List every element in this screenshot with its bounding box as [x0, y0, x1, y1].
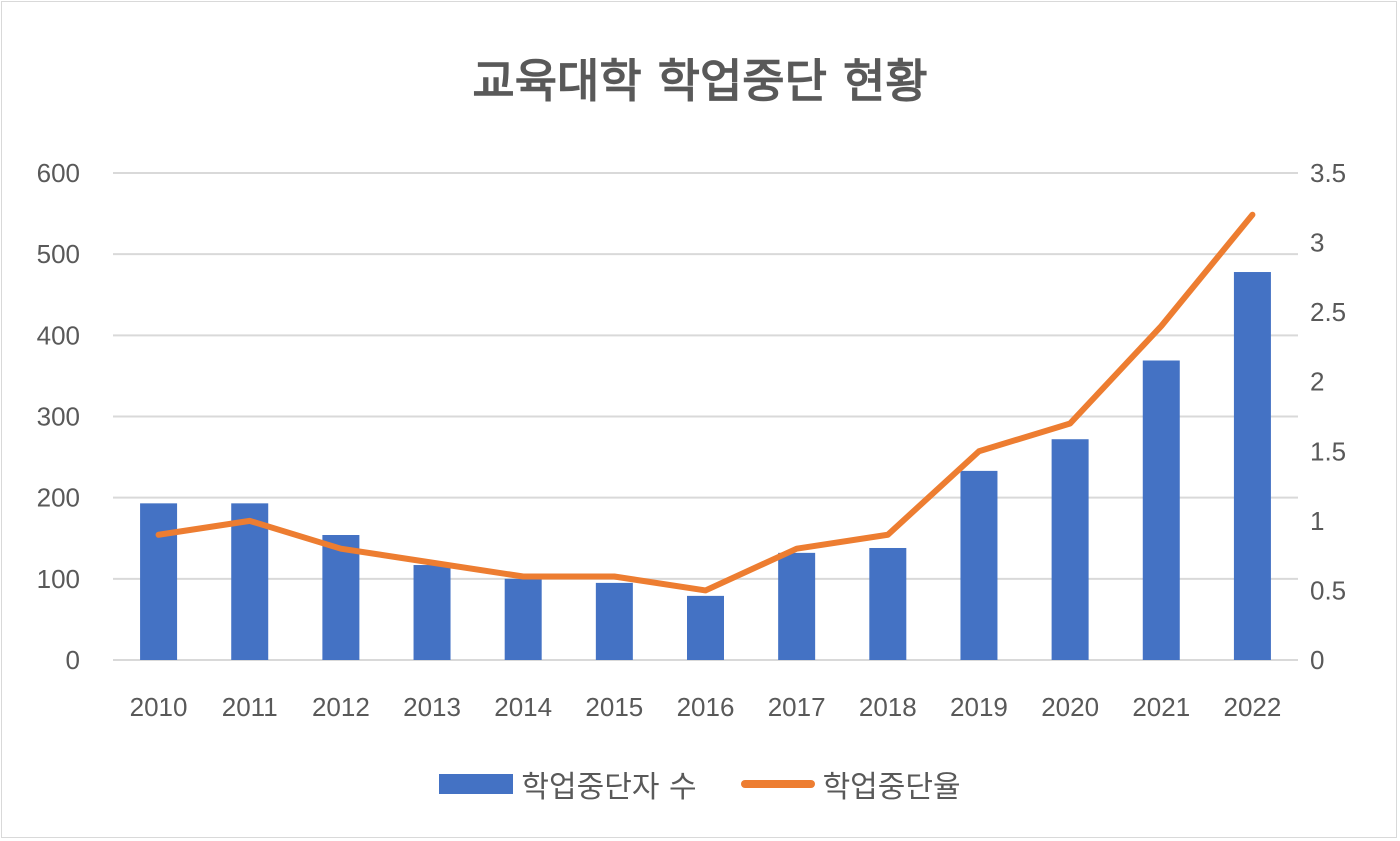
legend: 학업중단자 수 학업중단율 [0, 762, 1400, 806]
x-tick-label: 2019 [950, 692, 1008, 722]
bar [687, 595, 724, 660]
bar [960, 470, 998, 660]
bar [1051, 439, 1089, 660]
y-left-tick-label: 500 [37, 239, 80, 269]
bar [1233, 272, 1271, 660]
y-left-tick-label: 400 [37, 320, 80, 350]
x-tick-label: 2010 [130, 692, 188, 722]
y-left-tick-label: 200 [37, 483, 80, 513]
legend-swatch-line [740, 780, 815, 788]
y-right-tick-label: 0 [1310, 645, 1324, 675]
y-right-tick-label: 2.5 [1310, 297, 1346, 327]
x-tick-label: 2012 [312, 692, 370, 722]
x-tick-label: 2011 [222, 692, 278, 722]
legend-item-line: 학업중단율 [740, 762, 961, 806]
y-right-tick-label: 3 [1310, 228, 1324, 258]
y-left-tick-label: 300 [37, 402, 80, 432]
y-right-tick-label: 2 [1310, 367, 1324, 397]
bar [504, 578, 542, 660]
x-tick-label: 2015 [585, 692, 643, 722]
y-left-tick-label: 0 [66, 645, 80, 675]
y-right-tick-label: 1.5 [1310, 436, 1346, 466]
bar [413, 565, 451, 660]
x-tick-label: 2021 [1132, 692, 1190, 722]
x-tick-label: 2022 [1224, 692, 1282, 722]
legend-label: 학업중단율 [822, 770, 961, 805]
bar [869, 547, 907, 660]
y-right-tick-label: 3.5 [1310, 158, 1346, 188]
bar [595, 582, 633, 660]
bar [231, 503, 269, 660]
x-tick-label: 2017 [768, 692, 826, 722]
y-right-tick-label: 0.5 [1310, 575, 1346, 605]
y-left-tick-label: 100 [37, 564, 80, 594]
legend-swatch-bar [439, 774, 514, 794]
bar [1142, 360, 1180, 660]
legend-label: 학업중단자 수 [521, 770, 697, 805]
bar [140, 503, 178, 660]
x-tick-label: 2016 [677, 692, 735, 722]
bar [778, 552, 816, 660]
chart-title: 교육대학 학업중단 현황 [472, 54, 928, 108]
bar [322, 535, 360, 660]
x-tick-label: 2013 [403, 692, 461, 722]
legend-item-bar: 학업중단자 수 [439, 762, 697, 806]
x-tick-label: 2020 [1041, 692, 1099, 722]
x-tick-label: 2014 [494, 692, 552, 722]
y-left-tick-label: 600 [37, 158, 80, 188]
y-right-tick-label: 1 [1310, 506, 1324, 536]
x-tick-label: 2018 [859, 692, 917, 722]
